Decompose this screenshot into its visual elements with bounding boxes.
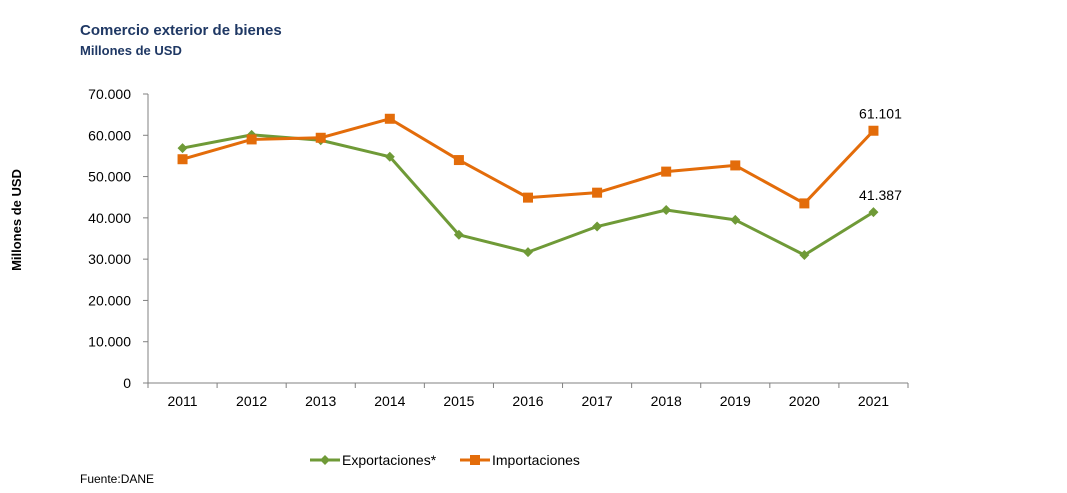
legend-marker-square — [470, 455, 480, 465]
data-point-exportaciones — [592, 221, 603, 232]
x-tick-label: 2018 — [651, 393, 682, 409]
y-axis-label: Millones de USD — [9, 169, 24, 271]
data-point-importaciones — [799, 198, 810, 209]
data-point-importaciones — [453, 155, 464, 166]
y-tick-label: 20.000 — [88, 292, 131, 308]
data-point-importaciones — [384, 113, 395, 124]
legend-label: Importaciones — [492, 452, 580, 468]
y-tick-label: 70.000 — [88, 86, 131, 102]
data-point-exportaciones — [661, 205, 672, 216]
data-point-importaciones — [868, 125, 879, 136]
y-tick-label: 50.000 — [88, 169, 131, 185]
data-point-exportaciones — [799, 250, 810, 261]
y-tick-label: 60.000 — [88, 127, 131, 143]
y-tick-label: 30.000 — [88, 251, 131, 267]
data-point-importaciones — [661, 166, 672, 177]
x-tick-label: 2013 — [305, 393, 336, 409]
x-tick-label: 2014 — [374, 393, 405, 409]
data-point-exportaciones — [384, 151, 395, 162]
y-tick-label: 40.000 — [88, 210, 131, 226]
x-tick-label: 2021 — [858, 393, 889, 409]
data-label: 61.101 — [859, 106, 902, 122]
y-tick-label: 0 — [123, 375, 131, 391]
chart-title: Comercio exterior de bienes — [80, 22, 282, 39]
data-point-importaciones — [315, 132, 326, 143]
y-tick-label: 10.000 — [88, 334, 131, 350]
data-point-exportaciones — [453, 229, 464, 240]
series-line-importaciones — [182, 117, 875, 205]
data-point-exportaciones — [177, 143, 188, 154]
data-point-exportaciones — [868, 207, 879, 218]
data-point-importaciones — [523, 192, 533, 203]
data-point-importaciones — [730, 160, 741, 171]
x-tick-label: 2011 — [167, 393, 197, 409]
x-tick-label: 2015 — [443, 393, 474, 409]
legend-label: Exportaciones* — [342, 452, 437, 468]
data-point-importaciones — [177, 154, 188, 165]
x-tick-label: 2016 — [512, 393, 543, 409]
x-tick-label: 2017 — [582, 393, 613, 409]
x-tick-label: 2012 — [236, 393, 267, 409]
data-point-importaciones — [592, 187, 603, 198]
data-point-exportaciones — [730, 214, 741, 225]
x-tick-label: 2020 — [789, 393, 820, 409]
legend-marker-diamond — [320, 455, 330, 465]
data-point-exportaciones — [523, 247, 533, 258]
source-note: Fuente:DANE — [80, 472, 155, 486]
data-point-importaciones — [246, 134, 257, 145]
data-label: 41.387 — [859, 187, 902, 203]
chart-subtitle: Millones de USD — [80, 43, 182, 58]
x-tick-label: 2019 — [720, 393, 751, 409]
